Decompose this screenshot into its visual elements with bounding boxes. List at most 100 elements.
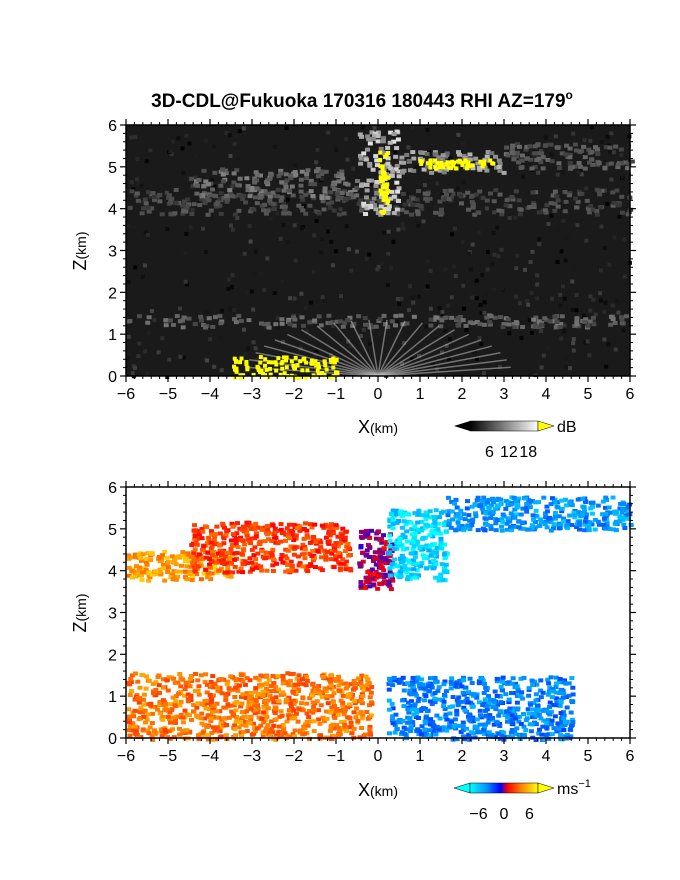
velocity-cell	[240, 562, 246, 567]
velocity-cell	[198, 561, 204, 566]
noise-speckle	[435, 181, 440, 186]
velocity-cell	[558, 711, 564, 716]
velocity-cell	[569, 503, 575, 508]
saturated-cell	[428, 158, 433, 163]
velocity-cell	[590, 500, 596, 505]
velocity-cell	[146, 570, 152, 575]
velocity-cell	[567, 727, 573, 732]
noise-speckle	[425, 284, 430, 289]
echo-cell	[359, 182, 365, 187]
echo-cell	[552, 314, 558, 319]
velocity-cell	[538, 678, 544, 683]
echo-cell	[152, 195, 158, 200]
noise-speckle	[148, 317, 153, 322]
noise-speckle	[326, 130, 331, 135]
velocity-cell	[192, 523, 198, 528]
velocity-cell	[217, 548, 223, 553]
echo-cell	[556, 165, 562, 170]
velocity-cell	[241, 729, 247, 734]
velocity-cell	[583, 512, 589, 517]
echo-cell	[504, 145, 510, 150]
velocity-cell	[143, 567, 149, 572]
velocity-cell	[249, 547, 255, 552]
velocity-cell	[563, 695, 569, 700]
saturated-cell	[470, 163, 475, 168]
velocity-cell	[364, 534, 370, 539]
noise-speckle	[395, 319, 400, 324]
echo-cell	[282, 204, 288, 209]
velocity-cell	[454, 681, 460, 686]
echo-cell	[395, 199, 401, 204]
velocity-cell	[262, 698, 268, 703]
velocity-cell	[538, 520, 544, 525]
noise-speckle	[448, 332, 453, 337]
velocity-cell	[549, 496, 555, 501]
echo-cell	[607, 145, 613, 150]
x-tick-label: −4	[201, 748, 219, 765]
echo-cell	[536, 319, 542, 324]
noise-speckle	[380, 261, 385, 266]
velocity-cell	[431, 723, 437, 728]
velocity-cell	[473, 511, 479, 516]
echo-cell	[411, 196, 417, 201]
echo-cell	[564, 143, 570, 148]
velocity-cell	[432, 700, 438, 705]
velocity-cell	[531, 707, 537, 712]
echo-cell	[298, 177, 304, 182]
velocity-cell	[157, 703, 163, 708]
velocity-cell	[511, 495, 517, 500]
velocity-cell	[512, 524, 518, 529]
velocity-cell	[392, 557, 398, 562]
velocity-cell	[569, 676, 575, 681]
velocity-cell	[145, 712, 151, 717]
velocity-cell	[408, 551, 414, 556]
noise-speckle	[585, 158, 590, 163]
velocity-cell	[588, 506, 594, 511]
velocity-cell	[204, 525, 210, 530]
velocity-cell	[284, 556, 290, 561]
velocity-cell	[419, 677, 425, 682]
velocity-cell	[576, 520, 582, 525]
velocity-cell	[172, 680, 178, 685]
velocity-cell	[365, 716, 371, 721]
noise-speckle	[280, 279, 285, 284]
velocity-cell	[621, 501, 627, 506]
velocity-cell	[486, 694, 492, 699]
noise-speckle	[567, 366, 572, 371]
echo-cell	[491, 199, 497, 204]
velocity-cell	[286, 714, 292, 719]
velocity-cell	[421, 556, 427, 561]
noise-speckle	[402, 341, 407, 346]
echo-cell	[484, 198, 490, 203]
velocity-cell	[407, 716, 413, 721]
velocity-cell	[240, 527, 246, 532]
echo-cell	[380, 150, 386, 155]
x-tick-label: −6	[117, 748, 135, 765]
echo-cell	[329, 200, 335, 205]
velocity-cell	[483, 708, 489, 713]
echo-cell	[391, 194, 397, 199]
velocity-cell	[537, 523, 543, 528]
echo-cell	[308, 181, 314, 186]
velocity-cell	[226, 715, 232, 720]
echo-cell	[598, 205, 604, 210]
echo-cell	[394, 146, 400, 151]
velocity-cell	[548, 528, 554, 533]
echo-cell	[424, 151, 430, 156]
velocity-cell	[241, 547, 247, 552]
velocity-cell	[310, 534, 316, 539]
velocity-cell	[198, 673, 204, 678]
echo-cell	[172, 211, 178, 216]
velocity-cell	[542, 737, 548, 742]
velocity-cell	[220, 521, 226, 526]
velocity-cell	[212, 737, 218, 742]
velocity-cell	[282, 538, 288, 543]
echo-cell	[428, 317, 434, 322]
velocity-cell	[387, 570, 393, 575]
velocity-cell	[270, 674, 276, 679]
noise-speckle	[309, 300, 314, 305]
noise-speckle	[344, 224, 349, 229]
echo-cell	[365, 134, 371, 139]
saturated-cell	[428, 161, 433, 166]
echo-cell	[302, 192, 308, 197]
